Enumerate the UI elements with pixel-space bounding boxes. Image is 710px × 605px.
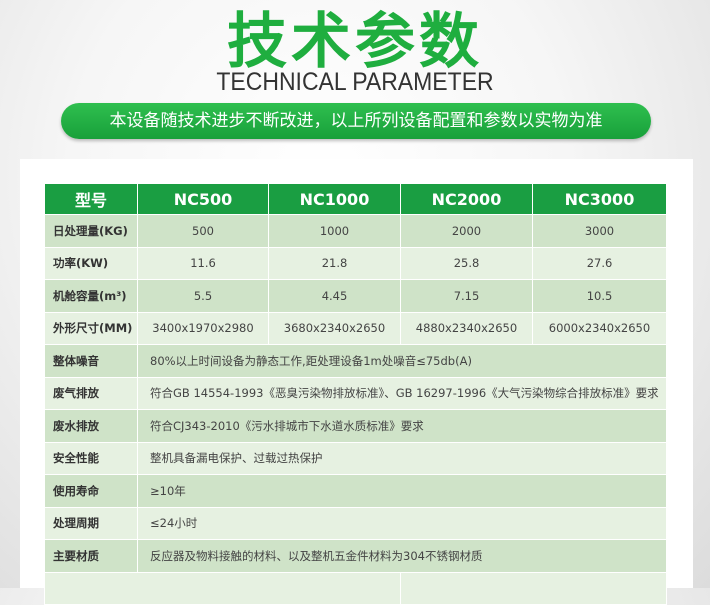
row-label: 废气排放: [44, 376, 138, 410]
table-row: [44, 571, 667, 605]
page-title: 技术参数: [227, 7, 483, 77]
column-header: NC500: [137, 183, 269, 215]
table-row: 整体噪音 80%以上时间设备为静态工作,距处理设备1m处噪音≤75db(A): [44, 344, 667, 378]
table-cell: 10.5: [532, 279, 667, 313]
table-cell: [44, 571, 401, 605]
table-cell: ≥10年: [137, 474, 667, 508]
table-cell: 5.5: [137, 279, 269, 313]
table-cell: 3000: [532, 214, 667, 248]
page-subtitle: TECHNICAL PARAMETER: [216, 68, 494, 96]
table-header-row: 型号 NC500 NC1000 NC2000 NC3000: [44, 183, 667, 215]
table-row: 废气排放 符合GB 14554-1993《恶臭污染物排放标准》、GB 16297-…: [44, 376, 667, 410]
table-cell: 25.8: [400, 246, 533, 280]
table-row: 机舱容量(m³) 5.5 4.45 7.15 10.5: [44, 279, 667, 313]
table-cell: [400, 571, 667, 605]
table-cell: 6000x2340x2650: [532, 311, 667, 345]
table-cell: 整机具备漏电保护、过载过热保护: [137, 441, 667, 475]
table-cell: 1000: [268, 214, 401, 248]
table-row: 外形尺寸(MM) 3400x1970x2980 3680x2340x2650 4880…: [44, 311, 667, 345]
column-header: 型号: [44, 183, 138, 215]
table-cell: 3680x2340x2650: [268, 311, 401, 345]
table-cell: 4880x2340x2650: [400, 311, 533, 345]
table-cell: 4.45: [268, 279, 401, 313]
table-row: 主要材质 反应器及物料接触的材料、以及整机五金件材料为304不锈钢材质: [44, 539, 667, 573]
row-label: 功率(KW): [44, 246, 138, 280]
table-cell: 11.6: [137, 246, 269, 280]
table-cell: 3400x1970x2980: [137, 311, 269, 345]
row-label: 废水排放: [44, 409, 138, 443]
table-row: 处理周期 ≤24小时: [44, 506, 667, 540]
table-cell: 符合GB 14554-1993《恶臭污染物排放标准》、GB 16297-1996…: [137, 376, 667, 410]
table-cell: 80%以上时间设备为静态工作,距处理设备1m处噪音≤75db(A): [137, 344, 667, 378]
table-row: 日处理量(KG) 500 1000 2000 3000: [44, 214, 667, 248]
table-row: 安全性能 整机具备漏电保护、过载过热保护: [44, 441, 667, 475]
notice-banner: 本设备随技术进步不断改进，以上所列设备配置和参数以实物为准: [61, 103, 651, 139]
table-row: 使用寿命 ≥10年: [44, 474, 667, 508]
table-cell: 500: [137, 214, 269, 248]
table-row: 废水排放 符合CJ343-2010《污水排城市下水道水质标准》要求: [44, 409, 667, 443]
row-label: 外形尺寸(MM): [44, 311, 138, 345]
row-label: 使用寿命: [44, 474, 138, 508]
column-header: NC3000: [532, 183, 667, 215]
row-label: 主要材质: [44, 539, 138, 573]
table-cell: ≤24小时: [137, 506, 667, 540]
table-row: 功率(KW) 11.6 21.8 25.8 27.6: [44, 246, 667, 280]
row-label: 机舱容量(m³): [44, 279, 138, 313]
spec-table: 型号 NC500 NC1000 NC2000 NC3000 日处理量(KG) 50…: [44, 183, 667, 605]
column-header: NC2000: [400, 183, 533, 215]
row-label: 安全性能: [44, 441, 138, 475]
table-cell: 7.15: [400, 279, 533, 313]
row-label: 整体噪音: [44, 344, 138, 378]
row-label: 日处理量(KG): [44, 214, 138, 248]
table-cell: 反应器及物料接触的材料、以及整机五金件材料为304不锈钢材质: [137, 539, 667, 573]
table-cell: 27.6: [532, 246, 667, 280]
table-cell: 符合CJ343-2010《污水排城市下水道水质标准》要求: [137, 409, 667, 443]
column-header: NC1000: [268, 183, 401, 215]
row-label: 处理周期: [44, 506, 138, 540]
table-cell: 21.8: [268, 246, 401, 280]
table-cell: 2000: [400, 214, 533, 248]
